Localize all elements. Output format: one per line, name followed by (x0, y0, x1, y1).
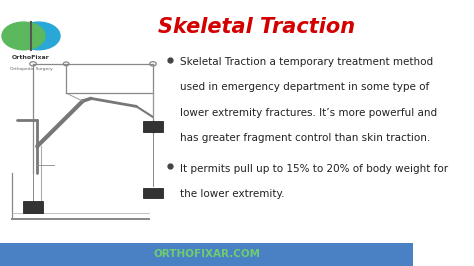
Text: OrthoFixar: OrthoFixar (12, 55, 50, 60)
Bar (23, 201, 44, 213)
Text: Skeletal Traction a temporary treatment method: Skeletal Traction a temporary treatment … (180, 57, 433, 67)
Text: lower extremity fractures. It’s more powerful and: lower extremity fractures. It’s more pow… (180, 108, 437, 118)
Bar (143, 188, 164, 198)
Circle shape (17, 22, 60, 50)
Text: used in emergency department in some type of: used in emergency department in some typ… (180, 82, 429, 93)
Text: Orthopedic Surgery: Orthopedic Surgery (9, 67, 53, 71)
Text: ORTHOFIXAR.COM: ORTHOFIXAR.COM (153, 249, 260, 259)
Text: has greater fragment control than skin traction.: has greater fragment control than skin t… (180, 133, 430, 143)
Text: Skeletal Traction: Skeletal Traction (158, 16, 355, 37)
Text: It permits pull up to 15% to 20% of body weight for: It permits pull up to 15% to 20% of body… (180, 164, 448, 174)
Bar (0, 243, 413, 266)
Circle shape (2, 22, 45, 50)
Bar (143, 121, 164, 132)
Text: the lower extremity.: the lower extremity. (180, 189, 284, 199)
